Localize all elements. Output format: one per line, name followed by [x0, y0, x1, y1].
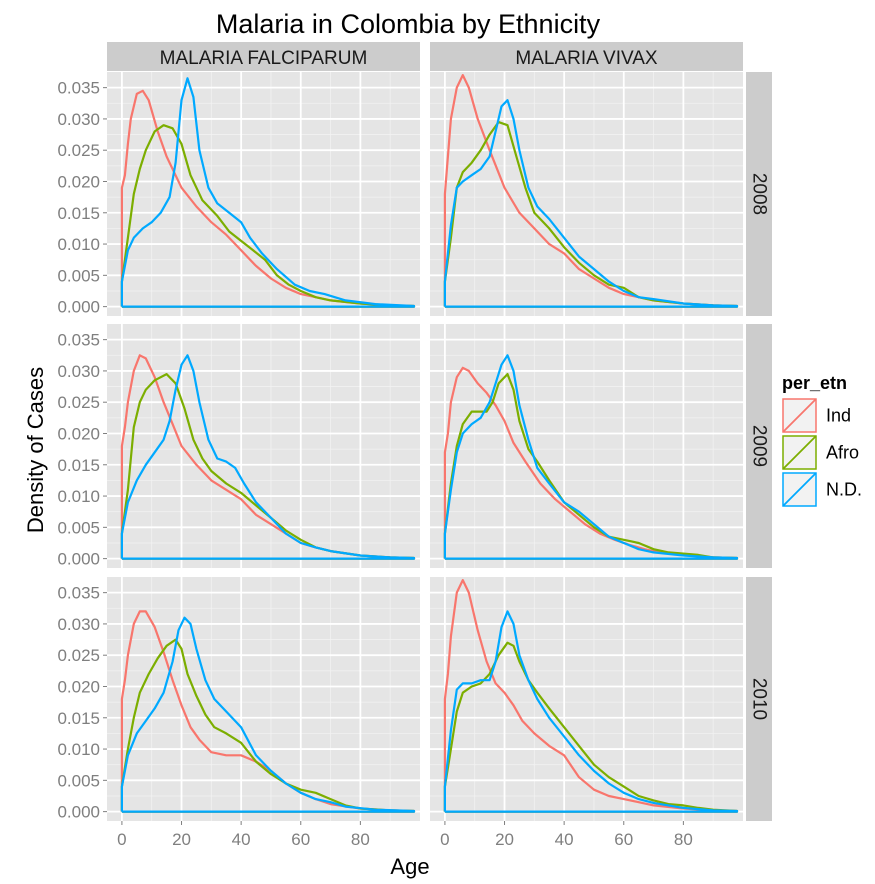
- density-line-afro: [120, 124, 416, 308]
- panel-background: [107, 577, 420, 821]
- y-tick-label: 0.000: [57, 803, 100, 822]
- y-tick-label: 0.005: [57, 266, 100, 285]
- x-tick-label: 80: [351, 830, 370, 849]
- legend-key-line-ind: [782, 398, 817, 433]
- x-tick-label: 60: [291, 830, 310, 849]
- panel-background: [430, 72, 743, 316]
- y-tick-label: 0.000: [57, 298, 100, 317]
- x-axis-tick-labels: 0 20 40 60 80 0 20 40 60 80: [117, 821, 693, 849]
- y-tick-label: 0.005: [57, 518, 100, 537]
- x-tick-label: 40: [555, 830, 574, 849]
- strip-label-malaria-falciparum: MALARIA FALCIPARUM: [160, 48, 368, 69]
- legend-key-box-n-d: [782, 472, 817, 507]
- y-tick-label: 0.025: [57, 141, 100, 160]
- x-tick-label: 0: [440, 830, 449, 849]
- y-tick-label: 0.010: [57, 235, 100, 254]
- strip-malaria-vivax: [430, 42, 743, 71]
- y-tick-label: 0.010: [57, 487, 100, 506]
- strip-label-malaria-vivax: MALARIA VIVAX: [515, 48, 658, 69]
- y-tick-label: 0.015: [57, 709, 100, 728]
- legend-label-ind: Ind: [826, 406, 851, 426]
- strip-malaria-falciparum: [107, 42, 420, 71]
- panel-malaria-vivax-2009: [430, 324, 743, 568]
- panel-malaria-vivax-2008: [430, 72, 743, 316]
- y-tick-label: 0.020: [57, 424, 100, 443]
- x-tick-label: 0: [117, 830, 126, 849]
- y-tick-label: 0.035: [57, 331, 100, 350]
- strip-2009: [746, 324, 772, 568]
- density-line-afro: [443, 641, 739, 813]
- density-line-n-d: [120, 77, 416, 308]
- legend-key-line-n-d: [782, 472, 817, 507]
- panel-malaria-falciparum-2009: [107, 324, 420, 568]
- density-line-n-d: [443, 610, 739, 813]
- y-tick-label: 0.025: [57, 393, 100, 412]
- y-axis-tick-labels: 0.000 0.005 0.010 0.015 0.020 0.025 0.030 0.035…: [57, 79, 107, 822]
- x-tick-label: 20: [172, 830, 191, 849]
- strip-2008: [746, 72, 772, 316]
- x-tick-label: 80: [674, 830, 693, 849]
- density-line-n-d: [120, 354, 416, 560]
- strip-label-2009: 2009: [749, 425, 770, 467]
- y-tick-label: 0.030: [57, 110, 100, 129]
- x-tick-label: 20: [495, 830, 514, 849]
- density-line-afro: [443, 373, 739, 560]
- strip-label-2010: 2010: [749, 678, 770, 720]
- y-tick-label: 0.035: [57, 584, 100, 603]
- density-line-n-d: [443, 354, 739, 560]
- density-line-ind: [443, 579, 739, 813]
- y-tick-label: 0.000: [57, 550, 100, 569]
- density-line-n-d: [443, 99, 739, 308]
- panel-background: [430, 324, 743, 568]
- legend-key-line-afro: [782, 435, 817, 470]
- x-tick-label: 40: [232, 830, 251, 849]
- x-axis-title: Age: [390, 854, 429, 879]
- y-tick-label: 0.020: [57, 677, 100, 696]
- y-tick-label: 0.030: [57, 615, 100, 634]
- y-tick-label: 0.005: [57, 771, 100, 790]
- facet-panels: MALARIA FALCIPARUM MALARIA VIVAX 2008 2009 2…: [107, 42, 772, 821]
- y-tick-label: 0.025: [57, 646, 100, 665]
- strip-2010: [746, 577, 772, 821]
- legend-label-n-d: N.D.: [826, 480, 862, 500]
- panel-malaria-vivax-2010: [430, 577, 743, 821]
- y-tick-label: 0.010: [57, 740, 100, 759]
- legend-label-afro: Afro: [826, 443, 859, 463]
- legend-title: per_etn: [782, 373, 847, 393]
- legend-key-box-afro: [782, 435, 817, 470]
- y-tick-label: 0.020: [57, 172, 100, 191]
- y-tick-label: 0.015: [57, 204, 100, 223]
- panel-background: [107, 324, 420, 568]
- panel-malaria-falciparum-2008: [107, 72, 420, 316]
- legend: per_etn Ind Afro N.D.: [774, 362, 875, 524]
- density-line-n-d: [120, 616, 416, 813]
- y-tick-label: 0.035: [57, 79, 100, 98]
- panel-malaria-falciparum-2010: [107, 577, 420, 821]
- chart-title: Malaria in Colombia by Ethnicity: [216, 9, 601, 39]
- legend-key-box-ind: [782, 398, 817, 433]
- panel-background: [107, 72, 420, 316]
- y-tick-label: 0.030: [57, 362, 100, 381]
- x-tick-label: 60: [614, 830, 633, 849]
- y-axis-title: Density of Cases: [23, 367, 48, 533]
- y-tick-label: 0.015: [57, 456, 100, 475]
- strip-label-2008: 2008: [749, 173, 770, 215]
